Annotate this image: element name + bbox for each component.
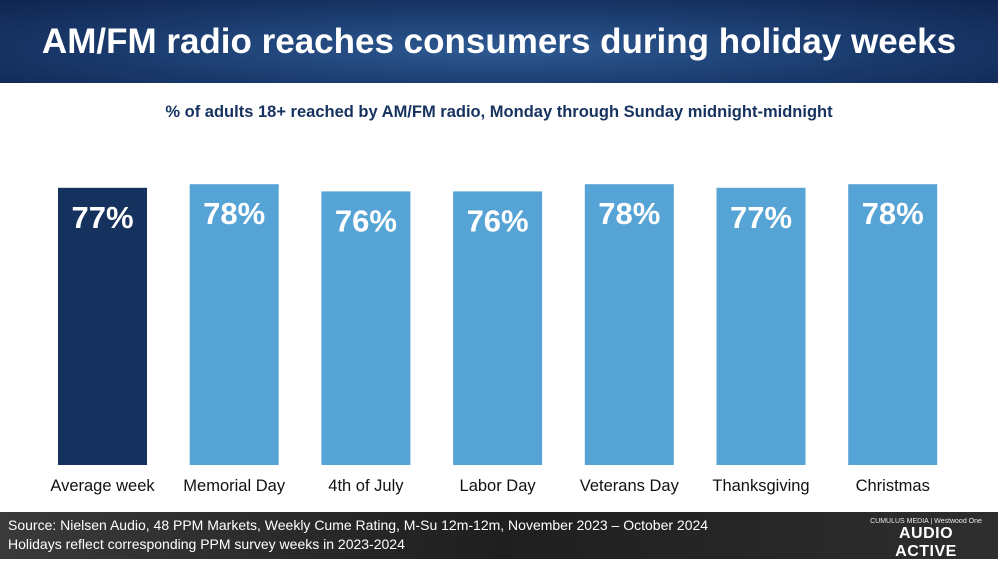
logo-top: CUMULUS MEDIA | Westwood One — [870, 518, 982, 525]
header: AM/FM radio reaches consumers during hol… — [0, 0, 998, 83]
category-label: Thanksgiving — [712, 477, 809, 495]
data-label: 76% — [467, 203, 529, 238]
category-label: Labor Day — [460, 477, 537, 495]
category-label: Veterans Day — [580, 477, 680, 495]
audio-active-group-logo: CUMULUS MEDIA | Westwood One AUDIO ACTIV… — [866, 518, 986, 568]
bar — [58, 187, 147, 466]
note-text: Holidays reflect corresponding PPM surve… — [8, 536, 405, 552]
category-label: Average week — [50, 477, 155, 495]
data-label: 78% — [598, 196, 660, 231]
data-label: 76% — [335, 203, 397, 238]
bar — [716, 187, 806, 466]
bar — [584, 184, 674, 465]
category-label: 4th of July — [328, 477, 404, 495]
data-label: 77% — [71, 200, 133, 235]
bar — [321, 191, 411, 465]
bar — [453, 191, 543, 465]
bar-chart: 77% Average week 78% Memorial Day 76% 4th of … — [50, 184, 938, 495]
data-label: 77% — [730, 200, 792, 235]
data-label: 78% — [203, 196, 265, 231]
bar — [848, 184, 938, 465]
source-text: Source: Nielsen Audio, 48 PPM Markets, W… — [8, 517, 709, 533]
logo-main: AUDIO ACTIVE — [895, 525, 957, 560]
category-label: Memorial Day — [183, 477, 286, 495]
category-label: Christmas — [856, 477, 930, 495]
bar — [189, 184, 279, 465]
chart-title: % of adults 18+ reached by AM/FM radio, … — [165, 103, 833, 121]
footer: Source: Nielsen Audio, 48 PPM Markets, W… — [0, 512, 998, 568]
data-label: 78% — [862, 196, 924, 231]
logo-sub: GROUP — [898, 561, 954, 568]
slide-title: AM/FM radio reaches consumers during hol… — [41, 21, 957, 61]
